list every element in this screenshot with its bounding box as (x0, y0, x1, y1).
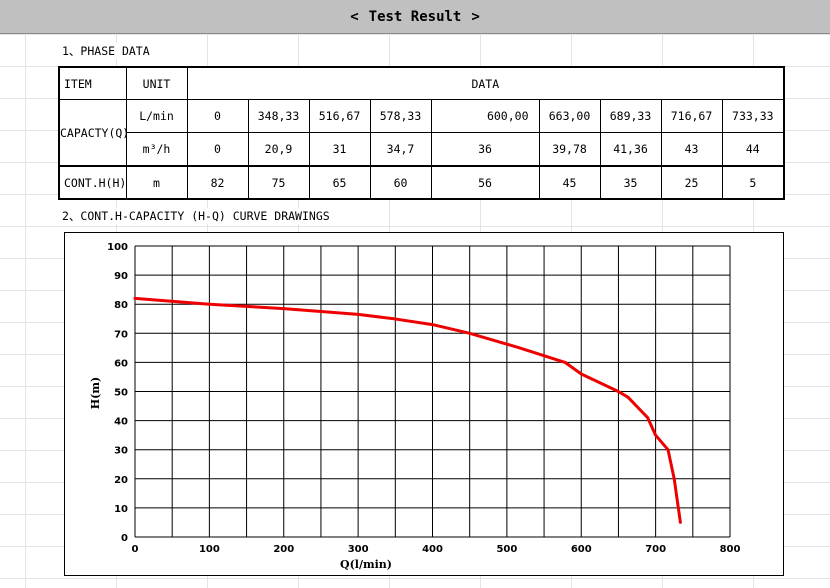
x-tick-label: 700 (645, 544, 666, 555)
head-value: 45 (538, 165, 601, 200)
page-title: Test Result (368, 8, 462, 25)
head-value: 82 (186, 165, 249, 200)
x-tick-label: 400 (422, 544, 443, 555)
lmin-value: 663,00 (538, 99, 601, 133)
chevron-left-icon[interactable]: < (350, 8, 359, 25)
x-tick-label: 500 (496, 544, 517, 555)
x-tick-label: 200 (273, 544, 294, 555)
lmin-value: 516,67 (308, 99, 371, 133)
hq-curve-chart: 0 100 200 300 400 500 600 700 800 0 10 20 30 40 50 60 70… (89, 242, 741, 571)
lmin-value: 689,33 (599, 99, 662, 133)
unit-lmin: L/min (125, 99, 188, 133)
header-data: DATA (186, 66, 785, 100)
head-value: 75 (247, 165, 310, 200)
section-phase-data-title: 1、PHASE DATA (60, 43, 152, 59)
y-tick-label: 80 (114, 300, 128, 311)
m3h-value: 0 (186, 132, 249, 167)
x-tick-label: 600 (571, 544, 592, 555)
y-tick-label: 50 (114, 388, 128, 399)
m3h-value: 39,78 (538, 132, 601, 167)
chart-frame: 0 100 200 300 400 500 600 700 800 0 10 20 30 40 50 60 70… (64, 232, 784, 576)
lmin-value: 0 (186, 99, 249, 133)
lmin-value: 600,00 (430, 99, 540, 133)
m3h-value: 44 (721, 132, 785, 167)
m3h-value: 43 (660, 132, 723, 167)
capacity-label: CAPACTY(Q) (58, 99, 127, 167)
x-axis-label: Q(l/min) (340, 558, 392, 571)
head-value: 25 (660, 165, 723, 200)
chevron-right-icon[interactable]: > (471, 8, 480, 25)
y-tick-label: 90 (114, 271, 128, 282)
y-tick-label: 100 (107, 242, 128, 253)
lmin-value: 578,33 (369, 99, 432, 133)
x-tick-label: 0 (132, 544, 139, 555)
y-tick-label: 70 (114, 329, 128, 340)
head-value: 5 (721, 165, 785, 200)
m3h-value: 31 (308, 132, 371, 167)
head-value: 65 (308, 165, 371, 200)
section-curve-title: 2、CONT.H-CAPACITY (H-Q) CURVE DRAWINGS (60, 208, 332, 224)
m3h-value: 20,9 (247, 132, 310, 167)
unit-m3h: m³/h (125, 132, 188, 167)
y-axis-label: H(m) (89, 377, 102, 409)
head-value: 35 (599, 165, 662, 200)
head-label: CONT.H(H) (58, 165, 127, 200)
title-bar: < Test Result > (0, 0, 830, 34)
m3h-value: 34,7 (369, 132, 432, 167)
m3h-value: 41,36 (599, 132, 662, 167)
header-unit: UNIT (125, 66, 188, 100)
header-item: ITEM (58, 66, 127, 100)
y-tick-label: 30 (114, 446, 128, 457)
y-tick-label: 40 (114, 417, 128, 428)
y-tick-label: 0 (121, 533, 128, 544)
lmin-value: 348,33 (247, 99, 310, 133)
x-tick-label: 100 (199, 544, 220, 555)
lmin-value: 716,67 (660, 99, 723, 133)
hq-curve-line (133, 296, 682, 524)
x-tick-label: 800 (720, 544, 741, 555)
y-tick-label: 60 (114, 358, 128, 369)
y-tick-label: 10 (114, 504, 128, 515)
lmin-value: 733,33 (721, 99, 785, 133)
phase-data-table: ITEM UNIT DATA CAPACTY(Q) L/min 0 348,33… (58, 66, 786, 200)
m3h-value: 36 (430, 132, 540, 167)
y-tick-label: 20 (114, 475, 128, 486)
head-value: 56 (430, 165, 540, 200)
x-tick-label: 300 (348, 544, 369, 555)
unit-m: m (125, 165, 188, 200)
head-value: 60 (369, 165, 432, 200)
